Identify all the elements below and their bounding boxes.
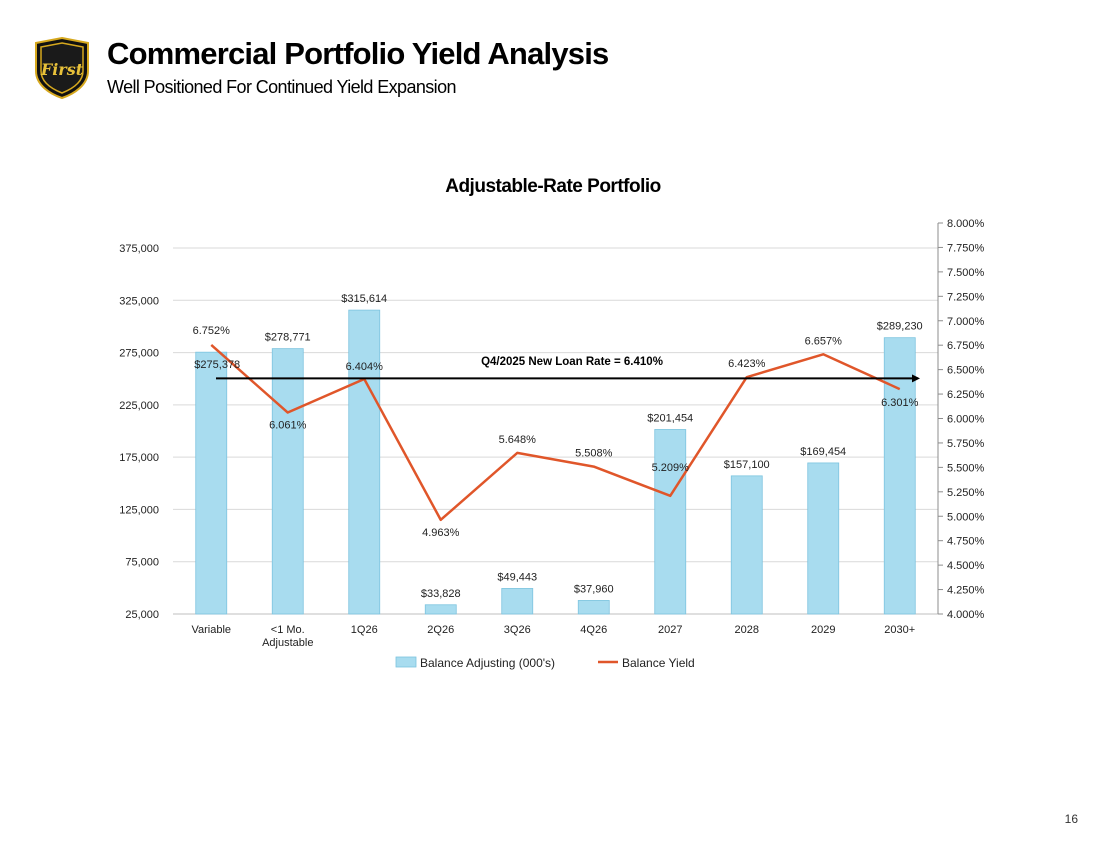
chart-title: Adjustable-Rate Portfolio bbox=[445, 176, 661, 197]
right-tick-label: 5.500% bbox=[947, 462, 985, 474]
left-tick-label: 325,000 bbox=[119, 295, 159, 307]
right-tick-label: 8.000% bbox=[947, 218, 985, 230]
x-tick-label: 2028 bbox=[735, 624, 759, 636]
reference-line-label: Q4/2025 New Loan Rate = 6.410% bbox=[481, 356, 663, 368]
bar-data-label: $49,443 bbox=[497, 571, 537, 583]
logo-text: First bbox=[40, 60, 84, 79]
x-tick-label: 1Q26 bbox=[351, 624, 378, 636]
right-tick-label: 7.750% bbox=[947, 242, 985, 254]
x-tick-label: 2029 bbox=[811, 624, 835, 636]
page-subtitle: Well Positioned For Continued Yield Expa… bbox=[107, 77, 457, 97]
bar-data-label: $275,378 bbox=[194, 359, 240, 371]
bar-data-label: $278,771 bbox=[265, 332, 311, 344]
right-tick-label: 7.000% bbox=[947, 316, 985, 328]
yield-data-label: 6.301% bbox=[881, 397, 919, 409]
right-tick-label: 6.500% bbox=[947, 365, 985, 377]
bar-data-label: $33,828 bbox=[421, 588, 461, 600]
yield-data-label: 6.657% bbox=[805, 335, 843, 347]
page-number: 16 bbox=[1064, 812, 1078, 826]
right-tick-label: 6.750% bbox=[947, 340, 985, 352]
bar bbox=[195, 351, 228, 615]
bar bbox=[501, 588, 534, 615]
right-tick-label: 7.250% bbox=[947, 291, 985, 303]
right-tick-label: 6.250% bbox=[947, 389, 985, 401]
bar-data-label: $315,614 bbox=[341, 293, 387, 305]
bar-data-label: $37,960 bbox=[574, 583, 614, 595]
right-tick-label: 7.500% bbox=[947, 267, 985, 279]
yield-line bbox=[210, 344, 901, 522]
yield-data-label: 5.508% bbox=[575, 448, 613, 460]
bar-data-label: $201,454 bbox=[647, 412, 693, 424]
yield-data-label: 5.209% bbox=[652, 462, 690, 474]
left-tick-label: 25,000 bbox=[125, 609, 159, 621]
yield-data-label: 6.061% bbox=[269, 420, 307, 432]
right-tick-label: 4.500% bbox=[947, 560, 985, 572]
left-tick-label: 275,000 bbox=[119, 348, 159, 360]
legend-swatch-bar bbox=[395, 656, 417, 668]
x-tick-label: 4Q26 bbox=[580, 624, 607, 636]
yield-data-label: 6.752% bbox=[193, 325, 231, 337]
bar-data-label: $169,454 bbox=[800, 446, 846, 458]
bar-data-label: $289,230 bbox=[877, 321, 923, 333]
x-tick-label: 2030+ bbox=[884, 624, 915, 636]
bar bbox=[654, 429, 687, 615]
right-tick-label: 6.000% bbox=[947, 414, 985, 426]
yield-data-label: 4.963% bbox=[422, 527, 460, 539]
x-tick-label: 3Q26 bbox=[504, 624, 531, 636]
left-tick-label: 375,000 bbox=[119, 243, 159, 255]
x-tick-label: 2Q26 bbox=[427, 624, 454, 636]
left-tick-label: 175,000 bbox=[119, 452, 159, 464]
yield-data-label: 6.423% bbox=[728, 358, 766, 370]
bar bbox=[348, 309, 381, 615]
bar bbox=[577, 600, 610, 615]
right-tick-label: 4.750% bbox=[947, 536, 985, 548]
yield-data-label: 6.404% bbox=[346, 361, 384, 373]
right-tick-label: 4.250% bbox=[947, 585, 985, 597]
right-tick-label: 4.000% bbox=[947, 609, 985, 621]
right-tick-label: 5.750% bbox=[947, 438, 985, 450]
x-tick-label: Variable bbox=[191, 624, 231, 636]
right-tick-label: 5.250% bbox=[947, 487, 985, 499]
logo: First bbox=[35, 37, 89, 99]
legend-label-line: Balance Yield bbox=[622, 656, 695, 670]
left-tick-label: 125,000 bbox=[119, 504, 159, 516]
bar-data-label: $157,100 bbox=[724, 459, 770, 471]
x-tick-label: 2027 bbox=[658, 624, 682, 636]
left-tick-label: 225,000 bbox=[119, 400, 159, 412]
x-tick-label: <1 Mo. Adjustable bbox=[262, 624, 313, 649]
legend-label-bar: Balance Adjusting (000's) bbox=[420, 656, 555, 670]
bar bbox=[271, 348, 304, 615]
right-tick-label: 5.000% bbox=[947, 511, 985, 523]
bar bbox=[730, 475, 763, 615]
yield-data-label: 5.648% bbox=[499, 434, 537, 446]
bar bbox=[807, 462, 840, 615]
left-tick-label: 75,000 bbox=[125, 557, 159, 569]
bar bbox=[424, 604, 457, 615]
page-title: Commercial Portfolio Yield Analysis bbox=[107, 36, 609, 71]
